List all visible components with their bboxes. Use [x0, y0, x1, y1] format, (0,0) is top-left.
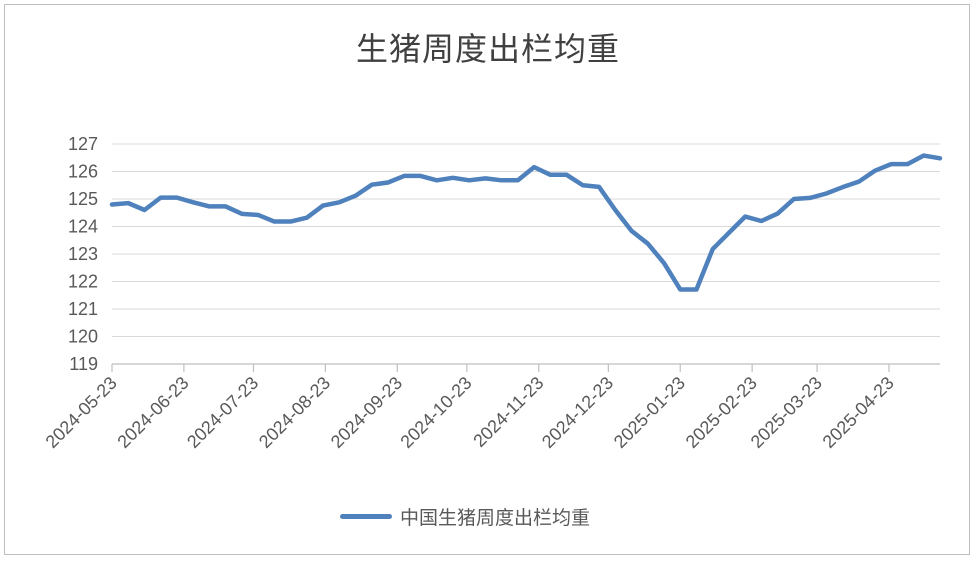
- y-tick-label: 127: [68, 134, 98, 154]
- y-tick-label: 126: [68, 162, 98, 182]
- y-tick-label: 121: [68, 299, 98, 319]
- y-tick-label: 125: [68, 189, 98, 209]
- chart-frame: [4, 4, 970, 555]
- chart-title: 生猪周度出栏均重: [355, 30, 620, 68]
- legend: 中国生猪周度出栏均重: [340, 503, 590, 529]
- y-tick-label: 119: [69, 354, 98, 374]
- x-tick-label: 2025-01-23: [610, 373, 689, 452]
- x-tick-label: 2024-05-23: [42, 373, 121, 452]
- y-tick-label: 123: [68, 244, 98, 264]
- series-line: [109, 153, 943, 292]
- x-tick-label: 2024-12-23: [538, 373, 617, 452]
- x-tick-label: 2024-09-23: [327, 373, 406, 452]
- x-tick-label: 2024-10-23: [396, 373, 475, 452]
- x-tick-label: 2024-06-23: [113, 373, 192, 452]
- y-tick-label: 122: [68, 272, 98, 292]
- x-tick-label: 2025-04-23: [819, 373, 898, 452]
- legend-swatch: [340, 513, 392, 519]
- x-tick-label: 2024-07-23: [183, 373, 262, 452]
- y-tick-label: 124: [68, 217, 98, 237]
- x-tick-label: 2024-08-23: [255, 373, 334, 452]
- legend-label: 中国生猪周度出栏均重: [400, 506, 591, 529]
- y-tick-label: 120: [68, 327, 98, 347]
- x-tick-label: 2024-11-23: [469, 373, 547, 451]
